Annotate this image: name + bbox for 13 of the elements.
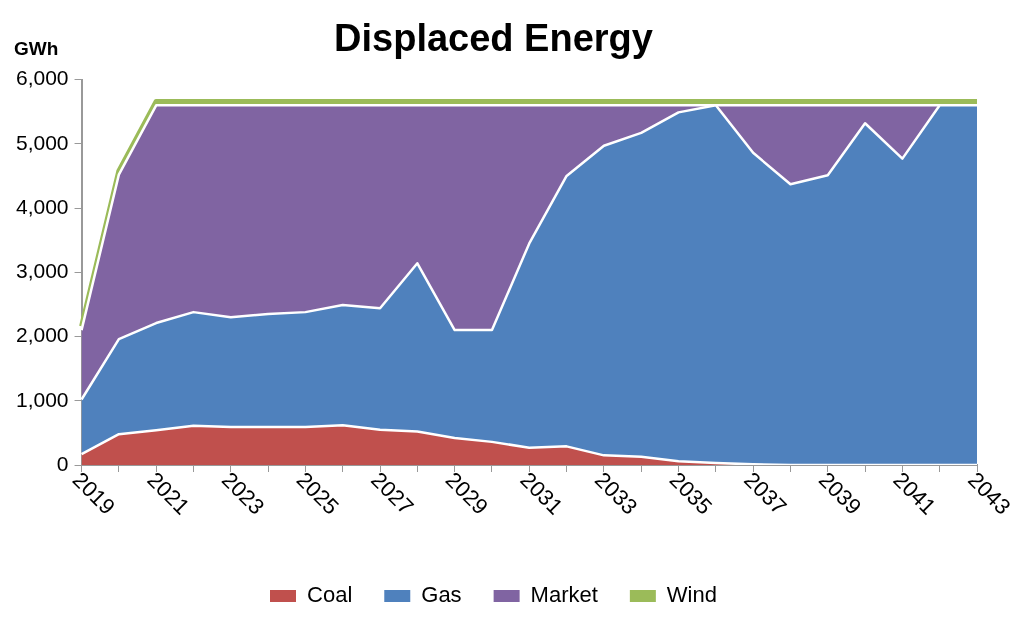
y-tick-label: 4,000	[15, 194, 69, 218]
y-tick-label: 3,000	[15, 259, 69, 283]
y-tick-label: 5,000	[15, 130, 69, 154]
y-tick-label: 1,000	[15, 387, 69, 411]
y-tick-label: 6,000	[15, 66, 69, 90]
legend-label: Market	[530, 582, 598, 608]
chart-title: Displaced Energy	[334, 17, 653, 60]
y-tick-label: 2,000	[15, 323, 69, 347]
legend-label: Gas	[421, 582, 462, 608]
legend-label: Wind	[666, 582, 717, 608]
y-tick-label: 0	[56, 451, 69, 475]
legend-label: Coal	[307, 582, 353, 608]
y-axis-title: GWh	[14, 38, 59, 60]
